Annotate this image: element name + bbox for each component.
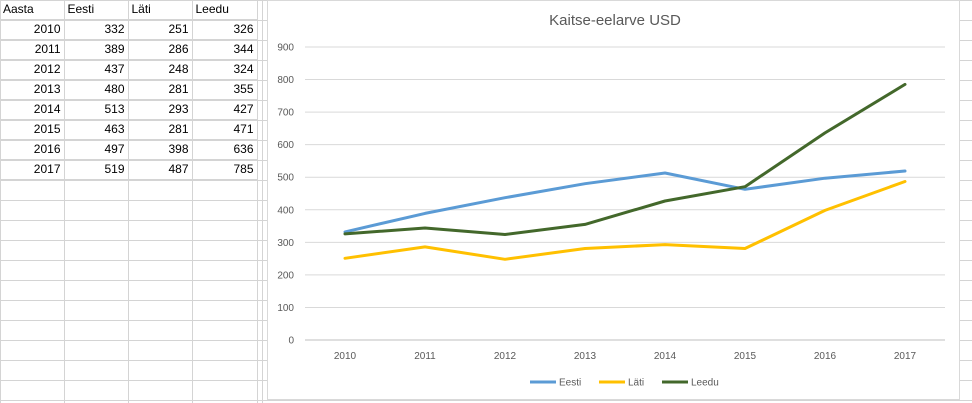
x-tick-label: 2017 [894,351,917,362]
table-cell[interactable]: 785 [192,159,258,180]
table-cell[interactable]: 2014 [0,99,65,120]
y-tick-label: 600 [277,140,294,151]
table-row: 2014 513 293 427 [0,99,258,120]
table-row: 2015 463 281 471 [0,119,258,140]
table-cell[interactable]: 427 [192,99,258,120]
series-line-leedu[interactable] [343,82,907,236]
data-table[interactable]: Aasta Eesti Läti Leedu 2010 332 251 326 2011 389 2… [0,0,258,180]
y-tick-label: 300 [277,238,294,249]
series-lines [343,82,907,261]
table-cell[interactable]: 480 [64,79,129,100]
table-cell[interactable]: 293 [128,99,193,120]
table-row: 2013 480 281 355 [0,79,258,100]
table-cell[interactable]: 2017 [0,159,65,180]
y-axis-ticks: 0 100 200 300 400 500 600 700 800 900 [277,43,294,347]
legend-item[interactable]: Leedu [662,378,719,389]
table-row: 2010 332 251 326 [0,19,258,40]
table-row: 2017 519 487 785 [0,159,258,180]
y-tick-label: 500 [277,173,294,184]
table-cell[interactable]: 487 [128,159,193,180]
legend-item[interactable]: Eesti [530,378,581,389]
table-cell[interactable]: 389 [64,39,129,60]
table-cell[interactable]: 281 [128,119,193,140]
legend-item[interactable]: Läti [599,378,644,389]
x-tick-label: 2013 [574,351,597,362]
table-cell[interactable]: 471 [192,119,258,140]
table-cell[interactable]: 248 [128,59,193,80]
table-row: 2011 389 286 344 [0,39,258,60]
header-cell[interactable]: Aasta [0,0,65,20]
table-cell[interactable]: 2010 [0,19,65,40]
y-tick-label: 800 [277,75,294,86]
y-tick-label: 200 [277,270,294,281]
table-cell[interactable]: 286 [128,39,193,60]
chart-canvas: Kaitse-eelarve USD 0 100 200 300 400 500 600 70… [277,12,945,389]
x-axis-ticks: 2010 2011 2012 2013 2014 2015 2016 2017 [334,351,917,362]
table-cell[interactable]: 355 [192,79,258,100]
table-cell[interactable]: 398 [128,139,193,160]
table-cell[interactable]: 2012 [0,59,65,80]
table-cell[interactable]: 437 [64,59,129,80]
table-cell[interactable]: 2015 [0,119,65,140]
table-cell[interactable]: 324 [192,59,258,80]
line-chart[interactable]: Kaitse-eelarve USD 0 100 200 300 400 500 600 70… [267,0,960,400]
series-line-läti[interactable] [343,180,907,261]
header-row: Aasta Eesti Läti Leedu [0,0,258,20]
legend-label: Läti [628,378,644,389]
legend-label: Leedu [691,378,719,389]
table-cell[interactable]: 2016 [0,139,65,160]
y-tick-label: 900 [277,43,294,54]
x-tick-label: 2015 [734,351,757,362]
table-cell[interactable]: 281 [128,79,193,100]
table-cell[interactable]: 251 [128,19,193,40]
x-tick-label: 2016 [814,351,837,362]
table-cell[interactable]: 636 [192,139,258,160]
x-tick-label: 2014 [654,351,677,362]
header-cell[interactable]: Leedu [192,0,258,20]
y-tick-label: 700 [277,108,294,119]
x-tick-label: 2012 [494,351,517,362]
table-cell[interactable]: 497 [64,139,129,160]
table-cell[interactable]: 332 [64,19,129,40]
table-cell[interactable]: 463 [64,119,129,140]
header-cell[interactable]: Eesti [64,0,129,20]
chart-title: Kaitse-eelarve USD [549,12,681,29]
table-cell[interactable]: 2013 [0,79,65,100]
legend[interactable]: Eesti Läti Leedu [530,378,719,389]
y-tick-label: 0 [288,336,294,347]
x-tick-label: 2011 [414,351,436,362]
legend-label: Eesti [559,378,581,389]
table-cell[interactable]: 2011 [0,39,65,60]
table-cell[interactable]: 513 [64,99,129,120]
table-row: 2012 437 248 324 [0,59,258,80]
table-cell[interactable]: 344 [192,39,258,60]
y-tick-label: 100 [277,303,294,314]
series-line-eesti[interactable] [343,169,907,234]
gridlines [305,46,945,341]
table-cell[interactable]: 519 [64,159,129,180]
header-cell[interactable]: Läti [128,0,193,20]
y-tick-label: 400 [277,205,294,216]
x-tick-label: 2010 [334,351,357,362]
table-cell[interactable]: 326 [192,19,258,40]
table-row: 2016 497 398 636 [0,139,258,160]
